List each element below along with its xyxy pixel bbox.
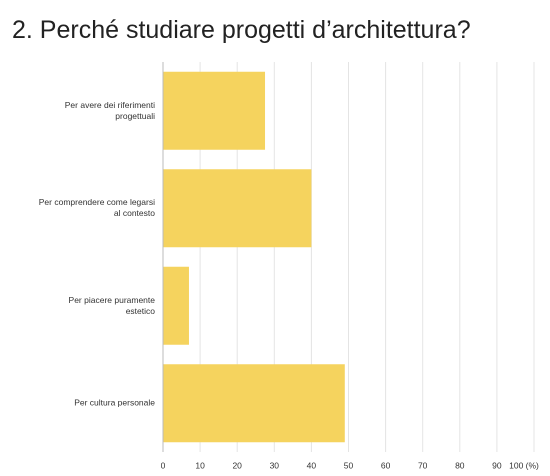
x-tick-label: 60 — [381, 460, 391, 470]
bar — [163, 71, 266, 150]
x-tick-label: 100 (%) — [509, 460, 539, 470]
y-tick-label: Per cultura personale — [74, 397, 155, 408]
bar — [163, 364, 345, 443]
x-tick-label: 70 — [418, 460, 428, 470]
x-tick-label: 20 — [232, 460, 242, 470]
y-tick-label: Per piacere puramente estetico — [68, 294, 155, 316]
chart-title: 2. Perché studiare progetti d’architettu… — [12, 16, 471, 44]
x-tick-label: 30 — [270, 460, 280, 470]
x-tick-label: 90 — [492, 460, 502, 470]
x-tick-label: 40 — [307, 460, 317, 470]
y-tick-label: Per avere dei riferimenti progettuali — [64, 99, 155, 121]
x-tick-label: 0 — [161, 460, 166, 470]
x-tick-label: 80 — [455, 460, 465, 470]
x-tick-label: 50 — [344, 460, 354, 470]
bar — [163, 169, 312, 248]
bar — [163, 266, 189, 345]
x-tick-label: 10 — [195, 460, 205, 470]
y-tick-label: Per comprendere come legarsi al contesto — [38, 197, 155, 219]
